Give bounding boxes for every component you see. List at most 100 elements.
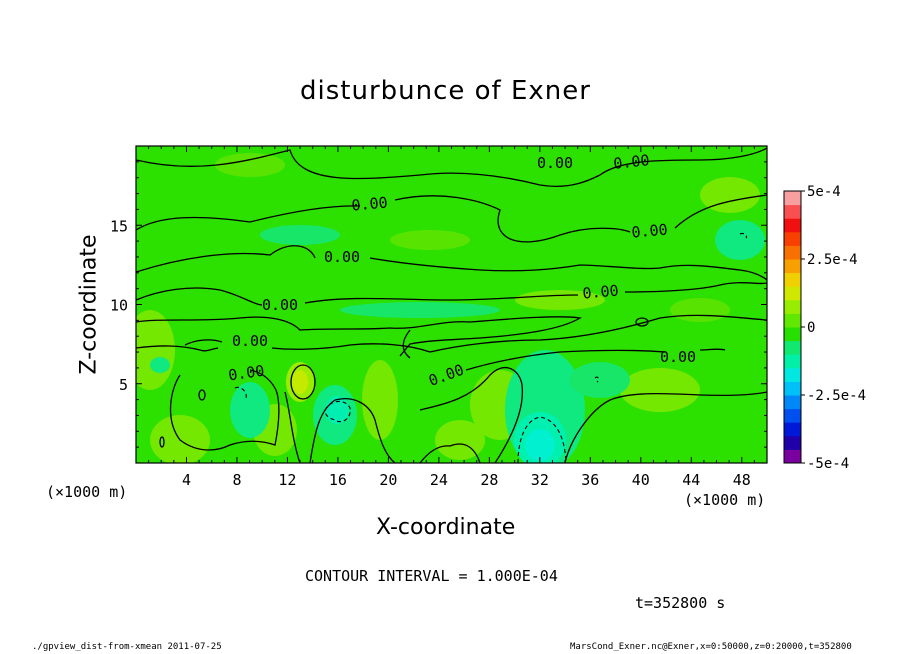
x-unit-label: (×1000 m) xyxy=(46,483,128,501)
contour-line xyxy=(517,416,567,463)
x-tick-label: 24 xyxy=(430,471,448,489)
contour-line xyxy=(184,339,223,346)
colorbar-label: 5e-4 xyxy=(807,184,841,200)
negative-region xyxy=(260,225,340,245)
x-tick-label: 44 xyxy=(682,471,700,489)
negative-region xyxy=(525,429,555,461)
colorbar-swatch xyxy=(784,354,801,369)
contour-line xyxy=(136,316,582,357)
contour-line xyxy=(324,400,351,423)
contour-label: 0.00 xyxy=(582,281,620,302)
x-tick-label: 28 xyxy=(480,471,498,489)
contour-line xyxy=(465,349,666,371)
contour-line xyxy=(136,345,219,352)
contour-line xyxy=(394,195,631,243)
x-tick-label: 12 xyxy=(278,471,296,489)
contour-label: 0.00 xyxy=(351,193,389,214)
contour-line xyxy=(136,149,601,187)
contour-label: 0.00 xyxy=(232,332,268,350)
colorbar-swatch xyxy=(784,408,801,423)
footer-right: MarsCond_Exner.nc@Exner,x=0:50000,z=0:20… xyxy=(570,642,852,652)
y-tick-label: 10 xyxy=(110,297,128,315)
y-axis-label: Z-coordinate xyxy=(76,234,102,375)
colorbar-swatch xyxy=(784,367,801,382)
y-axis: 5 10 15 xyxy=(110,161,767,448)
contour-line xyxy=(594,376,600,383)
colorbar-swatch xyxy=(784,191,801,206)
contour-line xyxy=(136,205,361,231)
colorbar-label: -5e-4 xyxy=(807,456,849,472)
x-tick-label: 36 xyxy=(581,471,599,489)
x-tick-label: 4 xyxy=(182,471,191,489)
colorbar-swatch xyxy=(784,204,801,219)
x-axis-label: X-coordinate xyxy=(376,515,516,540)
contour-line xyxy=(284,391,301,463)
x-tick-label: 20 xyxy=(379,471,397,489)
colorbar-swatch xyxy=(784,218,801,233)
contour-line xyxy=(419,366,524,463)
negative-region xyxy=(340,302,500,318)
positive-region xyxy=(670,298,730,322)
contour-line xyxy=(739,232,748,239)
positive-region xyxy=(362,360,398,440)
contour-line xyxy=(198,389,206,401)
x-tick-label: 8 xyxy=(232,471,241,489)
contour-line xyxy=(159,436,165,448)
contour-line xyxy=(635,317,649,327)
time-stamp: t=352800 s xyxy=(635,594,726,612)
footer-left: ./gpview_dist-from-xmean 2011-07-25 xyxy=(32,642,222,652)
contour-line xyxy=(234,386,247,399)
x-axis: 4 8 12 16 20 24 28 32 36 40 44 48 xyxy=(148,146,768,489)
contour-label: 0.00 xyxy=(227,362,265,385)
positive-region xyxy=(700,177,760,213)
positive-region xyxy=(620,368,700,412)
contour-line xyxy=(136,245,316,273)
contour-line xyxy=(699,348,726,351)
contour-line xyxy=(304,294,579,304)
contour-line xyxy=(402,329,411,359)
y-tick-label: 15 xyxy=(110,217,128,235)
colorbar-swatch xyxy=(784,395,801,410)
zero-contours xyxy=(136,147,767,463)
colorbar-swatch xyxy=(784,340,801,355)
z-unit-label: (×1000 m) xyxy=(684,491,766,509)
contour-line xyxy=(599,147,767,176)
colorbar-swatch xyxy=(784,381,801,396)
colorbar-swatch xyxy=(784,422,801,437)
positive-region xyxy=(215,153,285,177)
chart-title: disturbunce of Exner xyxy=(300,76,591,106)
contour-line xyxy=(674,194,767,229)
colorbar-swatch xyxy=(784,299,801,314)
colorbar-swatch xyxy=(784,435,801,450)
colorbar-label: 2.5e-4 xyxy=(807,252,858,268)
contour-label: 0.00 xyxy=(537,154,573,172)
colorbar-label: -2.5e-4 xyxy=(807,388,866,404)
colorbar-swatch xyxy=(784,231,801,246)
positive-region xyxy=(435,420,485,460)
contour-line xyxy=(271,314,767,353)
colorbar-swatch xyxy=(784,272,801,287)
contour-label: 0.00 xyxy=(262,296,298,314)
colorbar: 5e-4 2.5e-4 0 -2.5e-4 -5e-4 xyxy=(783,184,866,472)
contour-label: 0.00 xyxy=(660,348,696,366)
colorbar-swatch xyxy=(784,259,801,274)
contour-label: 0.00 xyxy=(324,248,360,266)
contour-line xyxy=(309,398,396,463)
positive-region xyxy=(515,290,605,310)
positive-region xyxy=(136,310,175,390)
negative-region xyxy=(715,220,765,260)
y-tick-label: 5 xyxy=(119,376,128,394)
contour-interval: CONTOUR INTERVAL = 1.000E-04 xyxy=(305,567,558,585)
colorbar-label: 0 xyxy=(807,320,815,336)
contour-line xyxy=(290,364,316,400)
contour-label: 0.00 xyxy=(613,151,651,173)
x-tick-label: 48 xyxy=(733,471,751,489)
contour-line xyxy=(419,443,481,463)
contour-line xyxy=(136,287,263,306)
x-tick-label: 32 xyxy=(531,471,549,489)
contour-field: 0.00 0.00 0.00 0.00 0.00 0.00 0.00 0.00 0.00 0.00… xyxy=(136,146,767,463)
contour-line xyxy=(369,257,767,281)
negative-region xyxy=(570,362,630,398)
contour-label: 0.00 xyxy=(631,220,669,241)
